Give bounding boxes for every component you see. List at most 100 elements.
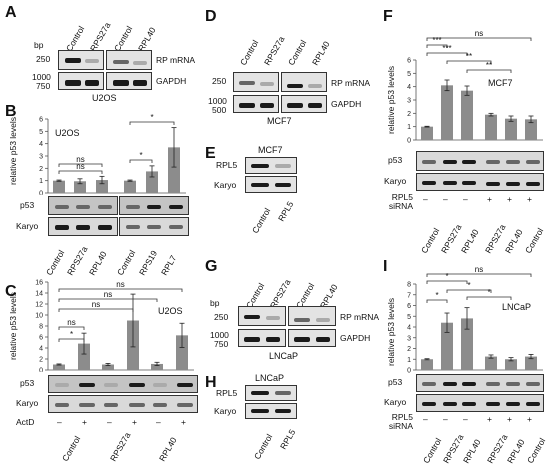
sign: +: [527, 414, 532, 424]
y-tick-label: 6: [407, 58, 411, 65]
y-tick-label: 14: [35, 291, 43, 298]
lane-label: Control: [419, 226, 442, 255]
y-tick-label: 1: [39, 178, 43, 185]
blot-label: Karyo: [16, 221, 39, 231]
significance-bracket: [129, 159, 153, 163]
y-tick-label: 1: [407, 357, 411, 364]
bar: [74, 181, 86, 193]
sign: –: [57, 417, 62, 427]
sign: –: [443, 194, 448, 204]
rp-mrna-blot: [58, 50, 104, 70]
significance-label: ns: [76, 155, 84, 164]
lane-label: RPS27a: [88, 20, 113, 54]
bar: [505, 359, 517, 370]
karyo-blot: [119, 217, 189, 236]
panel-label-i: I: [383, 258, 388, 275]
y-tick-label: 3: [39, 154, 43, 161]
sign: +: [487, 194, 492, 204]
significance-label: ns: [116, 280, 124, 289]
lane-label: RPL5: [278, 427, 298, 451]
band-label: GAPDH: [331, 99, 362, 109]
y-tick-label: 0: [39, 191, 43, 196]
y-tick-label: 5: [407, 314, 411, 321]
sign: –: [443, 414, 448, 424]
lane-label: RPL40: [157, 435, 179, 463]
panel-label-b: B: [5, 103, 17, 120]
gapdh-blot: [233, 95, 279, 113]
y-tick-label: 4: [39, 141, 43, 148]
y-axis-label: relative p53 levels: [8, 117, 18, 185]
rp-mrna-blot: [281, 72, 327, 92]
significance-label: *: [467, 281, 470, 290]
significance-label: **: [486, 61, 492, 70]
y-tick-label: 5: [39, 129, 43, 136]
gapdh-blot: [58, 72, 104, 90]
significance-label: **: [466, 52, 472, 61]
bar: [96, 180, 108, 193]
lane-label: RPL40: [310, 39, 332, 67]
panel-label-a: A: [5, 4, 17, 21]
bar-chart-i: 0 1 2 3 4 5 6 7 8 relative p53 levels ns * * * *: [386, 265, 543, 374]
y-tick-label: 4: [39, 346, 43, 353]
karyo-blot: [416, 394, 544, 412]
y-tick-label: 2: [39, 166, 43, 173]
sign: +: [181, 417, 186, 427]
cell-line-label: U2OS: [92, 93, 117, 103]
y-tick-label: 0: [407, 138, 411, 145]
cell-line-label: MCF7: [488, 78, 513, 88]
marker-label: 750: [214, 339, 229, 349]
significance-bracket: [58, 170, 103, 174]
significance-bracket: [426, 299, 448, 303]
cell-line-label: U2OS: [158, 306, 183, 316]
marker-label: 1000: [32, 72, 51, 82]
marker-label: 750: [36, 81, 51, 91]
y-tick-label: 1: [407, 124, 411, 131]
y-axis-label: relative p53 levels: [386, 298, 396, 366]
y-tick-label: 0: [39, 368, 43, 373]
y-tick-label: 6: [407, 303, 411, 310]
bar: [421, 126, 433, 140]
bar: [505, 118, 517, 140]
panel-label-d: D: [205, 8, 217, 25]
y-tick-label: 2: [407, 346, 411, 353]
blot-label: RPL5: [216, 160, 238, 170]
bar: [421, 359, 433, 370]
p53-blot: [48, 196, 118, 215]
bar: [176, 335, 188, 370]
lane-label: RPL40: [503, 227, 525, 255]
lane-label: RPL40: [136, 25, 158, 53]
rp-mrna-blot: [233, 72, 279, 92]
y-axis-label: relative p53 levels: [386, 66, 396, 134]
bar: [151, 363, 163, 370]
significance-label: ns: [92, 300, 100, 309]
blot-label: Karyo: [384, 397, 407, 407]
y-tick-label: 8: [407, 282, 411, 289]
y-tick-label: 3: [407, 98, 411, 105]
y-tick-label: 16: [35, 280, 43, 287]
lane-label: RPL40: [459, 227, 481, 255]
sign: –: [463, 194, 468, 204]
bar: [53, 180, 65, 193]
band-label: RP mRNA: [340, 312, 380, 322]
panel-label-h: H: [205, 374, 217, 391]
significance-label: *: [435, 291, 438, 300]
lane-label: RPS27a: [262, 34, 287, 67]
panel-label-f: F: [383, 8, 393, 25]
significance-bracket: [58, 288, 183, 292]
cell-line-label: LNCaP: [269, 351, 299, 361]
blot-label: p53: [388, 377, 403, 387]
panel-label-c: C: [5, 283, 17, 300]
band-label: RP mRNA: [156, 55, 196, 65]
y-tick-label: 12: [35, 302, 43, 309]
y-tick-label: 8: [39, 324, 43, 331]
sirna-label: RPL5 siRNA: [388, 412, 413, 431]
bar: [102, 364, 114, 370]
y-tick-label: 2: [39, 357, 43, 364]
sign: –: [423, 194, 428, 204]
significance-bracket: [446, 60, 492, 64]
bar: [525, 356, 537, 370]
y-tick-label: 7: [407, 292, 411, 299]
bar: [441, 85, 453, 140]
blot-label: Karyo: [214, 406, 237, 416]
